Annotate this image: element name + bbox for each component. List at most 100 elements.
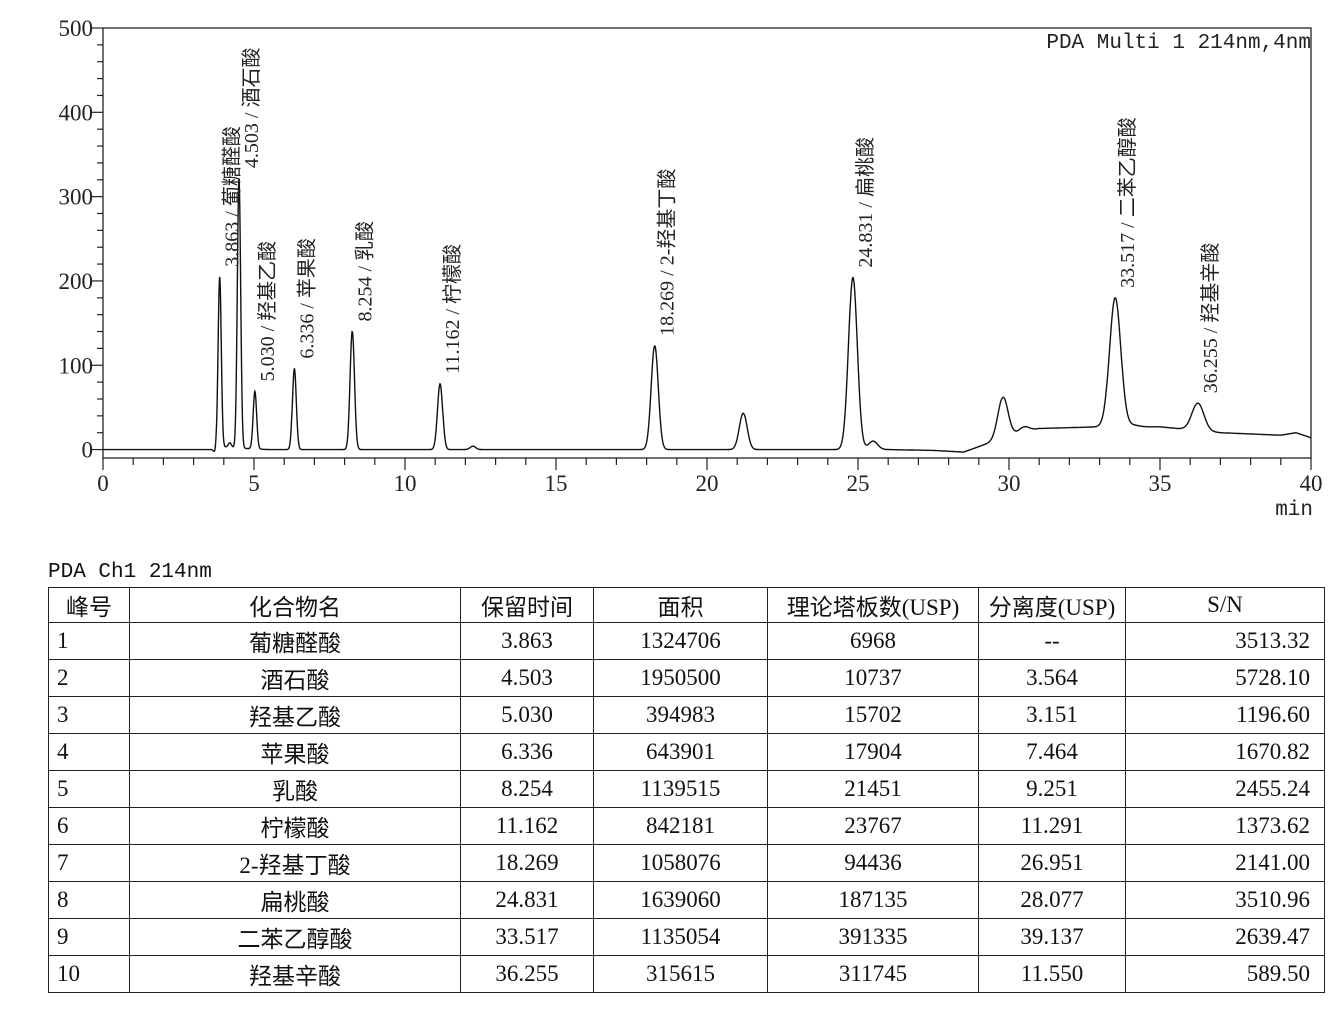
table-cell: 葡糖醛酸 — [129, 622, 461, 660]
table-cell: 11.291 — [978, 807, 1126, 845]
table-cell: 1639060 — [593, 881, 768, 919]
peak-label: 18.269 / 2-羟基丁酸 — [656, 169, 679, 336]
table-cell: 311745 — [767, 955, 979, 993]
table-cell: 187135 — [767, 881, 979, 919]
table-cell: 24.831 — [460, 881, 594, 919]
table-cell: 1670.82 — [1125, 733, 1325, 771]
column-header: 分离度(USP) — [978, 587, 1126, 623]
table-cell: 11.162 — [460, 807, 594, 845]
table-cell: 18.269 — [460, 844, 594, 882]
x-tick-label: 15 — [545, 471, 568, 496]
x-tick-label: 10 — [394, 471, 417, 496]
table-cell: 3 — [48, 696, 130, 734]
x-tick-label: 5 — [248, 471, 260, 496]
table-cell: 8.254 — [460, 770, 594, 808]
table-row: 6 柠檬酸 11.162 842181 23767 11.291 1373.62 — [48, 807, 1325, 845]
table-cell: 苹果酸 — [129, 733, 461, 771]
column-header: 峰号 — [48, 587, 130, 623]
table-cell: 842181 — [593, 807, 768, 845]
peak-label: 3.863 / 葡糖醛酸 — [221, 126, 244, 267]
table-row: 10 羟基辛酸 36.255 315615 311745 11.550 589.50 — [48, 955, 1325, 993]
x-tick-label: 0 — [97, 471, 109, 496]
table-cell: 2141.00 — [1125, 844, 1325, 882]
table-cell: 17904 — [767, 733, 979, 771]
peak-label: 36.255 / 羟基辛酸 — [1199, 243, 1222, 394]
table-cell: 3513.32 — [1125, 622, 1325, 660]
table-cell: 11.550 — [978, 955, 1126, 993]
y-tick-label: 400 — [59, 100, 94, 125]
table-cell: 15702 — [767, 696, 979, 734]
table-cell: 1324706 — [593, 622, 768, 660]
table-cell: 二苯乙醇酸 — [129, 918, 461, 956]
table-cell: 9 — [48, 918, 130, 956]
table-cell: 2455.24 — [1125, 770, 1325, 808]
table-row: 4 苹果酸 6.336 643901 17904 7.464 1670.82 — [48, 733, 1325, 771]
table-cell: 39.137 — [978, 918, 1126, 956]
table-cell: 羟基乙酸 — [129, 696, 461, 734]
table-cell: 8 — [48, 881, 130, 919]
peak-label: 11.162 / 柠檬酸 — [441, 244, 464, 374]
table-cell: 2639.47 — [1125, 918, 1325, 956]
peak-table: 峰号 化合物名 保留时间 面积 理论塔板数(USP) 分离度(USP) S/N 1 葡糖醛酸 3… — [48, 587, 1325, 993]
column-header: S/N — [1125, 587, 1325, 623]
table-cell: 10 — [48, 955, 130, 993]
table-cell: 3.564 — [978, 659, 1126, 697]
table-cell: 3.151 — [978, 696, 1126, 734]
table-row: 9 二苯乙醇酸 33.517 1135054 391335 39.137 2639.47 — [48, 918, 1325, 956]
y-tick-label: 300 — [59, 185, 94, 210]
y-tick-label: 100 — [59, 353, 94, 378]
table-cell: 10737 — [767, 659, 979, 697]
x-tick-label: 25 — [847, 471, 870, 496]
peak-label: 4.503 / 酒石酸 — [240, 48, 263, 169]
x-tick-label: 30 — [998, 471, 1021, 496]
table-cell: 1139515 — [593, 770, 768, 808]
table-header-row: 峰号 化合物名 保留时间 面积 理论塔板数(USP) 分离度(USP) S/N — [48, 587, 1325, 623]
table-row: 8 扁桃酸 24.831 1639060 187135 28.077 3510.96 — [48, 881, 1325, 919]
table-cell: 2-羟基丁酸 — [129, 844, 461, 882]
table-cell: 酒石酸 — [129, 659, 461, 697]
table-cell: 33.517 — [460, 918, 594, 956]
table-cell: 643901 — [593, 733, 768, 771]
table-cell: 589.50 — [1125, 955, 1325, 993]
table-cell: 1950500 — [593, 659, 768, 697]
table-cell: 乳酸 — [129, 770, 461, 808]
table-cell: 26.951 — [978, 844, 1126, 882]
x-tick-label: 40 — [1300, 471, 1323, 496]
chromatogram: 0 5 10 15 20 25 30 35 40 min 0 100 200 300 400 500 PDA M… — [59, 16, 1323, 522]
table-row: 1 葡糖醛酸 3.863 1324706 6968 -- 3513.32 — [48, 622, 1325, 660]
table-cell: 5.030 — [460, 696, 594, 734]
table-cell: 394983 — [593, 696, 768, 734]
table-cell: 94436 — [767, 844, 979, 882]
table-cell: 4 — [48, 733, 130, 771]
table-cell: 6.336 — [460, 733, 594, 771]
x-tick-label: 35 — [1149, 471, 1172, 496]
table-caption: PDA Ch1 214nm — [48, 561, 212, 584]
table-row: 3 羟基乙酸 5.030 394983 15702 3.151 1196.60 — [48, 696, 1325, 734]
table-cell: -- — [978, 622, 1126, 660]
column-header: 化合物名 — [129, 587, 461, 623]
peak-label: 6.336 / 苹果酸 — [295, 238, 318, 359]
legend-label: PDA Multi 1 214nm,4nm — [1046, 32, 1311, 55]
table-cell: 羟基辛酸 — [129, 955, 461, 993]
y-tick-label: 200 — [59, 269, 94, 294]
peak-label: 8.254 / 乳酸 — [353, 221, 376, 322]
table-cell: 5 — [48, 770, 130, 808]
table-cell: 21451 — [767, 770, 979, 808]
x-axis-label: min — [1275, 499, 1313, 522]
column-header: 面积 — [593, 587, 768, 623]
table-cell: 6 — [48, 807, 130, 845]
signal-trace — [103, 178, 1311, 453]
table-cell: 391335 — [767, 918, 979, 956]
table-cell: 3510.96 — [1125, 881, 1325, 919]
table-row: 2 酒石酸 4.503 1950500 10737 3.564 5728.10 — [48, 659, 1325, 697]
table-cell: 1 — [48, 622, 130, 660]
y-tick-label: 500 — [59, 16, 94, 41]
peak-label: 33.517 / 二苯乙醇酸 — [1116, 117, 1139, 288]
table-cell: 7.464 — [978, 733, 1126, 771]
table-cell: 5728.10 — [1125, 659, 1325, 697]
table-cell: 9.251 — [978, 770, 1126, 808]
table-cell: 28.077 — [978, 881, 1126, 919]
table-row: 5 乳酸 8.254 1139515 21451 9.251 2455.24 — [48, 770, 1325, 808]
table-cell: 3.863 — [460, 622, 594, 660]
table-cell: 1373.62 — [1125, 807, 1325, 845]
